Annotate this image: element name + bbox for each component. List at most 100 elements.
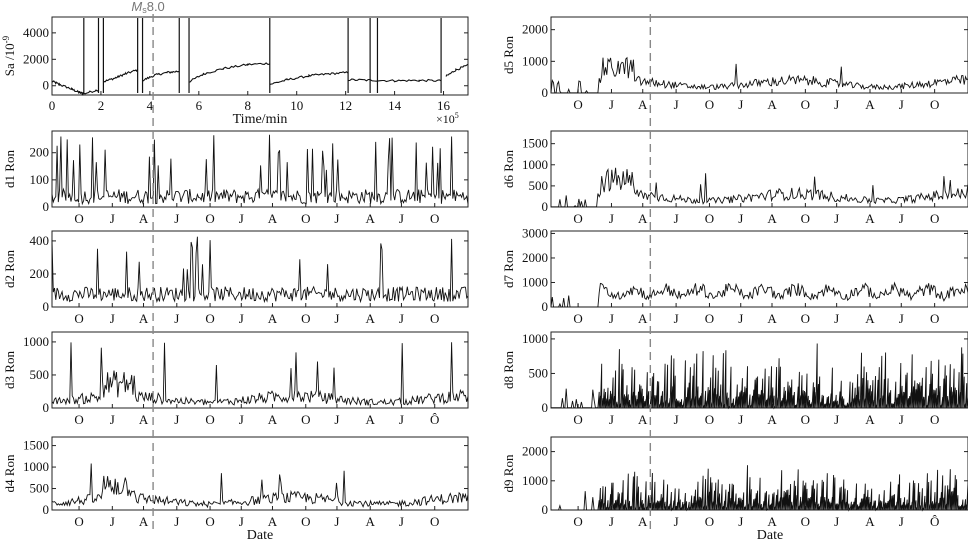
x-tick-label: A xyxy=(366,412,376,427)
event-label-sub: s xyxy=(142,5,147,15)
series-line xyxy=(51,342,469,407)
y-tick-label: 1000 xyxy=(522,157,548,172)
x-tick-label: J xyxy=(834,514,839,529)
series-line xyxy=(269,71,349,85)
y-tick-label: 1000 xyxy=(522,331,548,346)
x-tick-label: J xyxy=(174,211,179,226)
x-tick-label: A xyxy=(366,514,376,529)
x-tick-label: J xyxy=(334,412,339,427)
series-line xyxy=(550,56,968,94)
series-line xyxy=(51,463,469,509)
x-tick-label: O xyxy=(301,311,310,326)
x-tick-label: J xyxy=(609,211,614,226)
y-axis-label: d4 Ron xyxy=(2,454,17,492)
x-axis-label: Time/min xyxy=(233,112,288,127)
x-tick-label: J xyxy=(609,514,614,529)
y-tick-label: 0 xyxy=(542,400,549,415)
event-label-mag: 8.0 xyxy=(147,0,165,14)
x-tick-label: O xyxy=(74,311,83,326)
axes-frame xyxy=(550,436,968,511)
x-tick-label: J xyxy=(399,514,404,529)
y-axis-label: d3 Ron xyxy=(2,351,17,389)
x-tick-label: J xyxy=(899,97,904,112)
y-tick-label: 2000 xyxy=(522,444,548,459)
y-tick-label: 1000 xyxy=(522,473,548,488)
series-line xyxy=(348,78,442,83)
y-tick-label: 2000 xyxy=(23,51,49,66)
event-label: Ms8.0 xyxy=(131,0,164,15)
y-tick-label: 1000 xyxy=(522,53,548,68)
x-tick-label: O xyxy=(430,211,439,226)
x-tick-label: J xyxy=(674,311,679,326)
x-tick-label: J xyxy=(334,211,339,226)
x-axis-label-date-left: Date xyxy=(247,528,273,542)
x-tick-label: 8 xyxy=(245,98,252,113)
y-tick-label: 200 xyxy=(30,145,50,160)
x-tick-label: O xyxy=(801,97,810,112)
series-line xyxy=(550,281,968,308)
x-tick-label: O xyxy=(301,211,310,226)
x-tick-label: J xyxy=(609,311,614,326)
x-tick-label: J xyxy=(899,211,904,226)
axes-frame xyxy=(51,130,469,208)
x-tick-label: J xyxy=(674,211,679,226)
x-tick-label: A xyxy=(865,97,875,112)
y-tick-label: 400 xyxy=(30,233,50,248)
x-tick-label: J xyxy=(110,211,115,226)
x-tick-label: O xyxy=(573,412,582,427)
axes-frame xyxy=(550,331,968,409)
x-tick-label: A xyxy=(366,311,376,326)
x-tick-label: A xyxy=(865,412,875,427)
x-tick-label: O xyxy=(705,514,714,529)
x-tick-label: O xyxy=(801,211,810,226)
series-line xyxy=(51,134,469,206)
series-line xyxy=(51,80,85,96)
y-axis-label: d6 Ron xyxy=(501,150,516,188)
x-tick-label: A xyxy=(767,211,777,226)
y-axis-label: d2 Ron xyxy=(2,250,17,288)
x-tick-label: J xyxy=(738,311,743,326)
y-tick-label: 0 xyxy=(43,299,50,314)
x-tick-label: O xyxy=(573,514,582,529)
axes-frame xyxy=(550,130,968,208)
series-line xyxy=(51,236,469,304)
series-line xyxy=(188,62,270,83)
x-axis-label-date-right: Date xyxy=(757,528,783,542)
panel-d6: 0 500 1000 1500 d6 Ron O J A J O J A O J A J O xyxy=(501,130,968,226)
panel-d2: 0 200 400 d2 Ron O J A J O J A O J A J O xyxy=(2,230,469,326)
x-tick-label: A xyxy=(139,311,149,326)
y-axis-label: d8 Ron xyxy=(501,351,516,389)
panel-d3: 0 500 1000 d3 Ron O J A J O J A O J A J Ô xyxy=(2,331,469,427)
y-tick-label: 1500 xyxy=(23,438,49,453)
x-tick-label: J xyxy=(174,514,179,529)
x-tick-label: A xyxy=(139,211,149,226)
x-axis-exponent: ×105 xyxy=(436,111,459,126)
y-tick-label: 1000 xyxy=(23,334,49,349)
x-tick-label: J xyxy=(834,311,839,326)
x-tick-label: 0 xyxy=(49,98,56,113)
axes-frame xyxy=(51,16,469,96)
x-tick-label: O xyxy=(801,514,810,529)
y-tick-label: 0 xyxy=(542,502,549,517)
x-tick-label: 10 xyxy=(290,98,303,113)
x-tick-label: A xyxy=(638,311,648,326)
panel-d4: 0 500 1000 1500 d4 Ron O J A J O J A O J A J O xyxy=(2,436,469,529)
x-tick-label: 4 xyxy=(147,98,154,113)
y-tick-label: 0 xyxy=(43,400,50,415)
series-line xyxy=(445,63,469,77)
panel-d9: 0 1000 2000 d9 Ron O J A J O J A O J A J Ô xyxy=(501,436,968,529)
x-tick-label: A xyxy=(638,514,648,529)
x-tick-label: J xyxy=(239,412,244,427)
x-tick-label: O xyxy=(801,311,810,326)
x-tick-label: O xyxy=(930,211,939,226)
panel-d1: 0 100 200 d1 Ron O J A J O J A O J A J O xyxy=(2,130,469,226)
x-tick-label: J xyxy=(174,412,179,427)
x-tick-label: J xyxy=(399,311,404,326)
x-tick-label: 12 xyxy=(339,98,352,113)
panel-sa: 0 2000 4000 Sa /10-9 0 2 4 6 8 10 12 14 16 Time/min ×1… xyxy=(1,16,469,127)
x-tick-label: O xyxy=(705,97,714,112)
series-line xyxy=(551,465,968,512)
x-tick-label: A xyxy=(638,412,648,427)
x-tick-label: J xyxy=(239,311,244,326)
x-axis-exponent-power: 5 xyxy=(455,111,459,120)
